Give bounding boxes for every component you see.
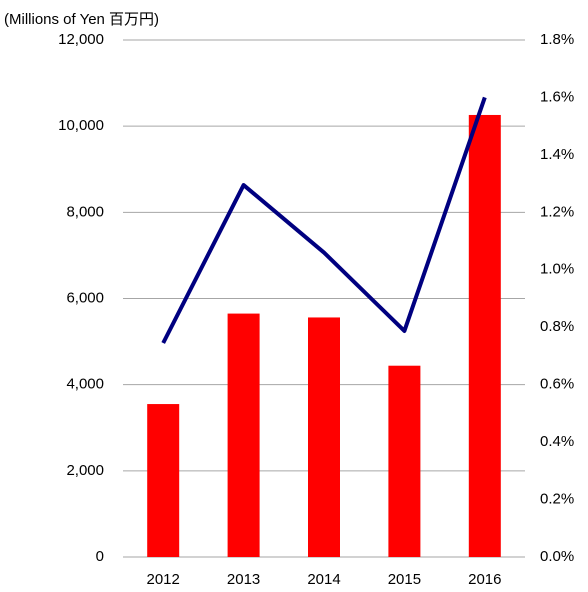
line <box>161 96 487 344</box>
y2-tick-label: 1.0% <box>540 261 574 278</box>
x-tick-label: 2014 <box>307 571 340 588</box>
bar <box>388 365 421 557</box>
y-tick-label: 4,000 <box>66 376 104 393</box>
y2-tick-label: 0.2% <box>540 491 574 508</box>
x-tick-label: 2015 <box>388 571 421 588</box>
bar <box>227 313 260 557</box>
x-tick-label: 2012 <box>147 571 180 588</box>
y2-tick-label: 1.4% <box>540 146 574 163</box>
x-tick-label: 2016 <box>468 571 501 588</box>
y-tick-label: 2,000 <box>66 462 104 479</box>
y2-tick-label: 1.8% <box>540 31 574 48</box>
y2-tick-label: 1.2% <box>540 203 574 220</box>
y2-tick-label: 0.6% <box>540 376 574 393</box>
y-tick-label: 8,000 <box>66 203 104 220</box>
bar <box>147 404 180 557</box>
chart-title: (Millions of Yen 百万円) <box>4 11 159 28</box>
y-tick-label: 10,000 <box>58 117 104 134</box>
bar <box>308 317 340 557</box>
y2-tick-label: 0.8% <box>540 318 574 335</box>
y-tick-label: 12,000 <box>58 31 104 48</box>
y2-tick-label: 1.6% <box>540 88 574 105</box>
x-tick-label: 2013 <box>227 571 260 588</box>
y2-tick-label: 0.4% <box>540 433 574 450</box>
y-tick-label: 6,000 <box>66 289 104 306</box>
y-tick-label: 0 <box>96 548 104 565</box>
y2-tick-label: 0.0% <box>540 548 574 565</box>
bar <box>468 114 501 557</box>
